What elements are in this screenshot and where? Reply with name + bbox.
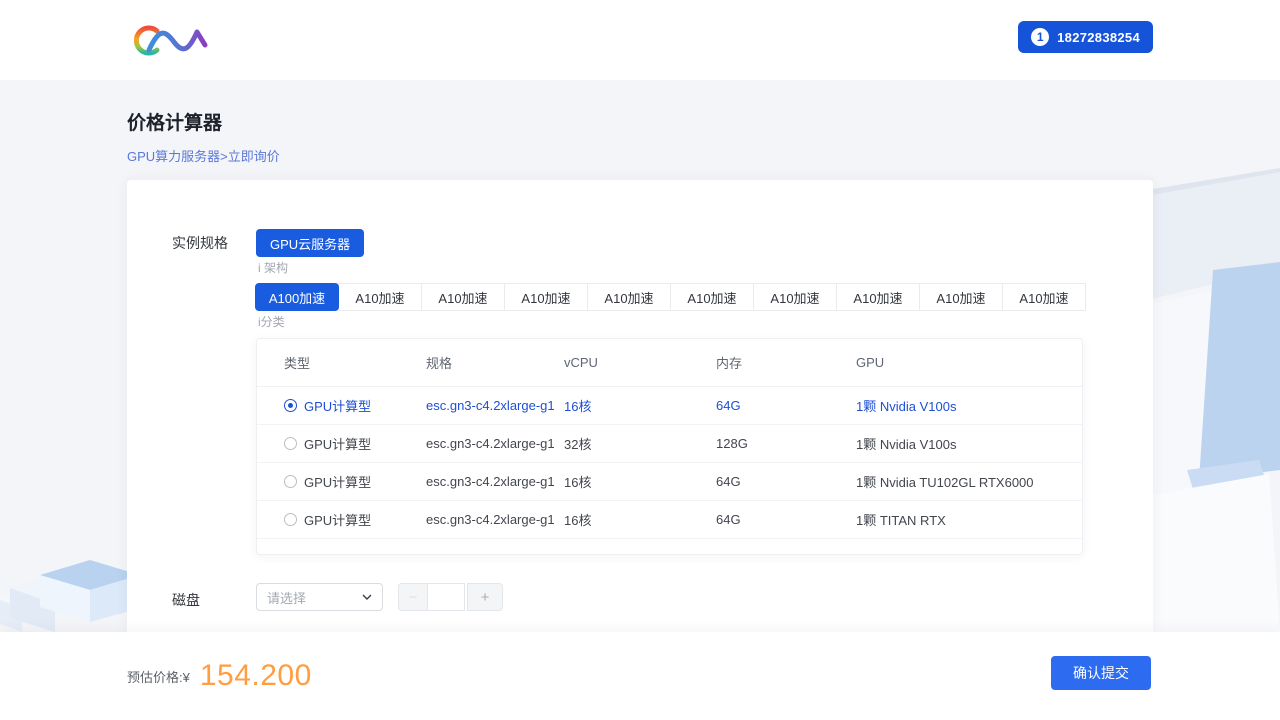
row-vcpu: 32核 bbox=[564, 437, 592, 452]
price-label: 预估价格:¥ bbox=[127, 669, 190, 685]
spec-table-row[interactable]: GPU计算型 esc.gn3-c4.2xlarge-g1 32核 128G 1颗… bbox=[257, 425, 1082, 463]
row-gpu: 1颗 Nvidia V100s bbox=[856, 437, 957, 452]
row-spec: esc.gn3-c4.2xlarge-g1 bbox=[426, 398, 555, 413]
spec-tab-label: A10加速 bbox=[936, 290, 986, 306]
row-vcpu: 16核 bbox=[564, 475, 592, 490]
spec-table-row[interactable]: GPU计算型 esc.gn3-c4.2xlarge-g1 16核 64G 1颗 … bbox=[257, 501, 1082, 539]
price-value: 154.200 bbox=[199, 659, 312, 692]
row-type: GPU计算型 bbox=[304, 399, 372, 414]
top-header: 1 18272838254 bbox=[0, 0, 1280, 80]
spec-tab[interactable]: A100加速 bbox=[255, 283, 339, 311]
spec-table-row[interactable]: GPU计算型 esc.gn3-c4.2xlarge-g1 16核 64G 1颗 … bbox=[257, 387, 1082, 425]
row-memory: 64G bbox=[716, 474, 741, 489]
row-gpu: 1颗 Nvidia TU102GL RTX6000 bbox=[856, 475, 1034, 490]
spec-tabs: A100加速 A10加速 A10加速 A10加速 A10加速 A10加速 A10… bbox=[255, 283, 1086, 311]
spec-tab[interactable]: A10加速 bbox=[836, 283, 920, 311]
breadcrumb[interactable]: GPU算力服务器>立即询价 bbox=[127, 149, 280, 164]
spec-tab[interactable]: A10加速 bbox=[670, 283, 754, 311]
row-memory: 64G bbox=[716, 398, 741, 413]
spec-table: 类型 规格 vCPU 内存 GPU GPU计算型 esc.gn3-c4.2xla… bbox=[256, 338, 1083, 555]
spec-tab[interactable]: A10加速 bbox=[587, 283, 671, 311]
spec-tab[interactable]: A10加速 bbox=[753, 283, 837, 311]
header-gpu: GPU bbox=[856, 355, 885, 370]
disk-select[interactable]: 请选择 bbox=[256, 583, 383, 611]
spec-tab[interactable]: A10加速 bbox=[338, 283, 422, 311]
estimated-price: 预估价格:¥ 154.200 bbox=[127, 632, 312, 720]
spec-tab[interactable]: A10加速 bbox=[1002, 283, 1086, 311]
page-title: 价格计算器 bbox=[127, 113, 223, 134]
row-memory: 128G bbox=[716, 436, 748, 451]
phone-circle-icon: 1 bbox=[1031, 28, 1050, 46]
disk-quantity-stepper: − + bbox=[398, 583, 503, 611]
right-abstract-decoration bbox=[1135, 168, 1280, 632]
spec-tab-label: A10加速 bbox=[438, 290, 488, 306]
row-radio-button[interactable] bbox=[284, 437, 297, 450]
header-vcpu: vCPU bbox=[564, 355, 598, 370]
row-gpu: 1颗 Nvidia V100s bbox=[856, 399, 957, 414]
row-vcpu: 16核 bbox=[564, 399, 592, 414]
row-type: GPU计算型 bbox=[304, 437, 372, 452]
chevron-down-icon bbox=[362, 594, 372, 600]
row-spec: esc.gn3-c4.2xlarge-g1 bbox=[426, 474, 555, 489]
calculator-card: 实例规格 GPU云服务器 i 架构 A100加速 A10加速 A10加速 A10… bbox=[127, 180, 1153, 632]
header-type: 类型 bbox=[284, 356, 311, 371]
gpu-server-type-button[interactable]: GPU云服务器 bbox=[256, 229, 365, 257]
stepper-value-input[interactable] bbox=[428, 583, 465, 611]
brand-logo-icon bbox=[133, 25, 208, 56]
row-type: GPU计算型 bbox=[304, 475, 372, 490]
spec-tab-label: A100加速 bbox=[268, 290, 326, 306]
spec-tab-label: A10加速 bbox=[355, 290, 405, 306]
stepper-plus-button[interactable]: + bbox=[467, 583, 503, 611]
row-vcpu: 16核 bbox=[564, 513, 592, 528]
instance-spec-label: 实例规格 bbox=[172, 235, 228, 251]
spec-tab[interactable]: A10加速 bbox=[504, 283, 588, 311]
spec-tab-label: A10加速 bbox=[521, 290, 571, 306]
contact-phone-button[interactable]: 1 18272838254 bbox=[1018, 21, 1153, 53]
spec-table-row[interactable]: GPU计算型 esc.gn3-c4.2xlarge-g1 16核 64G 1颗 … bbox=[257, 463, 1082, 501]
confirm-submit-button[interactable]: 确认提交 bbox=[1051, 656, 1151, 690]
spec-tab[interactable]: A10加速 bbox=[421, 283, 505, 311]
stepper-minus-button[interactable]: − bbox=[398, 583, 428, 611]
category-hint: i分类 bbox=[258, 315, 285, 329]
row-memory: 64G bbox=[716, 512, 741, 527]
row-radio-button[interactable] bbox=[284, 399, 297, 412]
spec-tab-label: A10加速 bbox=[770, 290, 820, 306]
header-memory: 内存 bbox=[716, 356, 743, 371]
row-gpu: 1颗 TITAN RTX bbox=[856, 513, 946, 528]
row-spec: esc.gn3-c4.2xlarge-g1 bbox=[426, 436, 555, 451]
phone-number: 18272838254 bbox=[1057, 29, 1140, 45]
header-spec: 规格 bbox=[426, 356, 453, 371]
spec-tab-label: A10加速 bbox=[1019, 290, 1069, 306]
row-radio-button[interactable] bbox=[284, 513, 297, 526]
disk-select-value: 请选择 bbox=[267, 590, 307, 606]
bottom-bar: 预估价格:¥ 154.200 确认提交 bbox=[0, 632, 1280, 720]
spec-tab[interactable]: A10加速 bbox=[919, 283, 1003, 311]
row-spec: esc.gn3-c4.2xlarge-g1 bbox=[426, 512, 555, 527]
spec-table-header: 类型 规格 vCPU 内存 GPU bbox=[257, 339, 1082, 387]
spec-tab-label: A10加速 bbox=[853, 290, 903, 306]
spec-tab-label: A10加速 bbox=[687, 290, 737, 306]
architecture-hint: i 架构 bbox=[258, 261, 289, 275]
spec-tab-label: A10加速 bbox=[604, 290, 654, 306]
disk-label: 磁盘 bbox=[172, 592, 200, 608]
row-type: GPU计算型 bbox=[304, 513, 372, 528]
row-radio-button[interactable] bbox=[284, 475, 297, 488]
